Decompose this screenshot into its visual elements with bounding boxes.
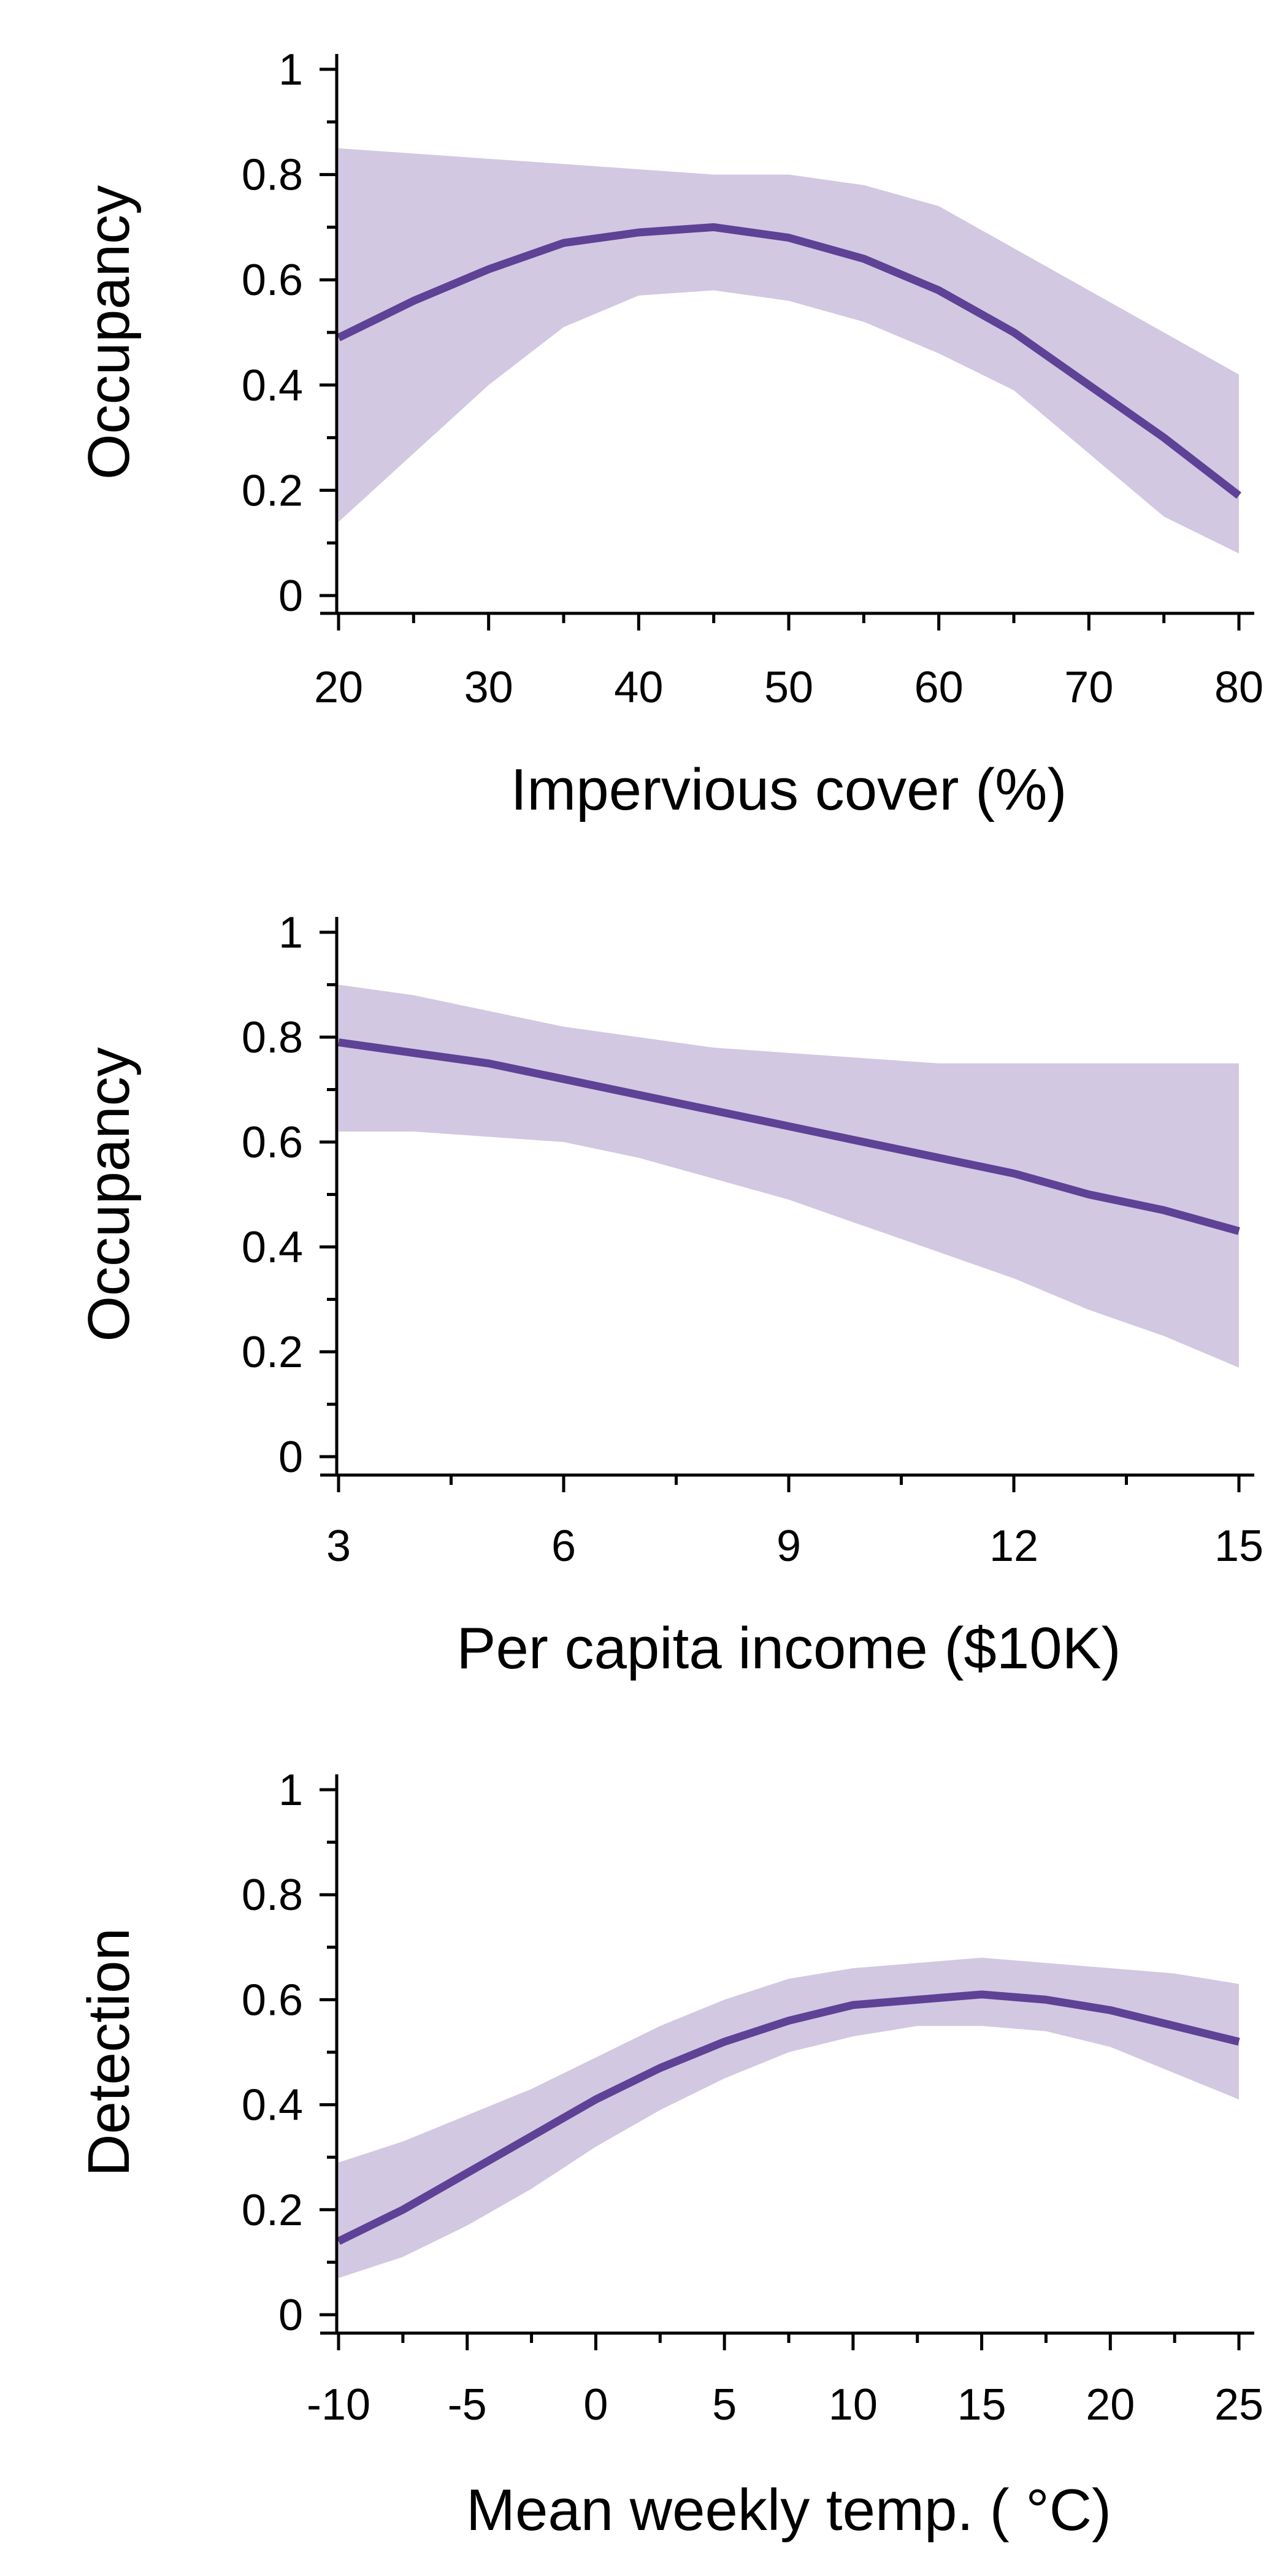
- x-tick-label: 20: [314, 663, 363, 712]
- x-tick-label: 5: [712, 2380, 737, 2429]
- chart-panel-2: 0 0.2 0.4 0.6 0.8 1 3 6 9 12 15 Per capita income (…: [76, 908, 1263, 1681]
- x-axis-title: Impervious cover (%): [511, 757, 1067, 822]
- y-tick-label: 0.8: [242, 1013, 303, 1062]
- y-tick-label: 0.8: [242, 151, 303, 200]
- y-tick-label: 0.6: [242, 256, 303, 305]
- y-tick-label: 0.8: [242, 1871, 303, 1920]
- y-tick-label: 0.2: [242, 466, 303, 515]
- x-tick-label: 20: [1086, 2380, 1135, 2429]
- mean-line: [337, 223, 1241, 499]
- y-tick-label: 0.2: [242, 2186, 303, 2235]
- confidence-band: [339, 148, 1239, 554]
- x-tick-label: 9: [776, 1522, 801, 1571]
- x-tick-label: 3: [326, 1522, 351, 1571]
- confidence-band: [339, 984, 1239, 1368]
- x-tick-label: 12: [989, 1522, 1038, 1571]
- x-axis-title: Per capita income ($10K): [456, 1616, 1121, 1681]
- y-axis-title: Detection: [76, 1928, 142, 2177]
- x-tick-label: 10: [829, 2380, 878, 2429]
- y-tick-label: 0.6: [242, 1976, 303, 2025]
- y-tick-label: 1: [278, 908, 303, 957]
- x-tick-label: -5: [448, 2380, 487, 2429]
- x-tick-label: 25: [1214, 2380, 1263, 2429]
- y-axis-title: Occupancy: [76, 1047, 142, 1341]
- x-tick-label: 80: [1214, 663, 1263, 712]
- y-tick-label: 0.4: [242, 361, 303, 410]
- y-tick-label: 0: [278, 572, 303, 621]
- x-tick-label: 70: [1064, 663, 1113, 712]
- y-tick-label: 0.4: [242, 2081, 303, 2130]
- mean-line: [337, 1990, 1240, 2245]
- x-tick-label: 60: [914, 663, 964, 712]
- x-tick-label: 40: [614, 663, 663, 712]
- mean-line: [338, 1038, 1240, 1235]
- y-tick-label: 0.4: [242, 1223, 303, 1272]
- x-axis-title: Mean weekly temp. ( °C): [466, 2477, 1111, 2543]
- x-tick-label: 0: [583, 2380, 608, 2429]
- chart-panel-1: 0 0.2 0.4 0.6 0.8 1 20 30 40 50 60 70 80 Impervious c…: [76, 45, 1263, 822]
- y-axis-title: Occupancy: [76, 185, 142, 480]
- x-tick-label: -10: [307, 2380, 370, 2429]
- x-tick-label: 15: [957, 2380, 1006, 2429]
- chart-panel-3: 0 0.2 0.4 0.6 0.8 1 -10 -5 0 5 10 15 20 25 Mean weekly…: [76, 1766, 1263, 2543]
- y-tick-label: 0.6: [242, 1118, 303, 1167]
- x-tick-label: 30: [464, 663, 513, 712]
- y-tick-label: 0.2: [242, 1328, 303, 1377]
- y-tick-label: 0: [278, 1433, 303, 1482]
- y-tick-label: 1: [278, 1766, 303, 1815]
- y-tick-label: 0: [278, 2291, 303, 2340]
- x-tick-label: 6: [551, 1522, 576, 1571]
- x-tick-label: 50: [764, 663, 813, 712]
- y-tick-label: 1: [278, 45, 303, 94]
- x-tick-label: 15: [1214, 1522, 1263, 1571]
